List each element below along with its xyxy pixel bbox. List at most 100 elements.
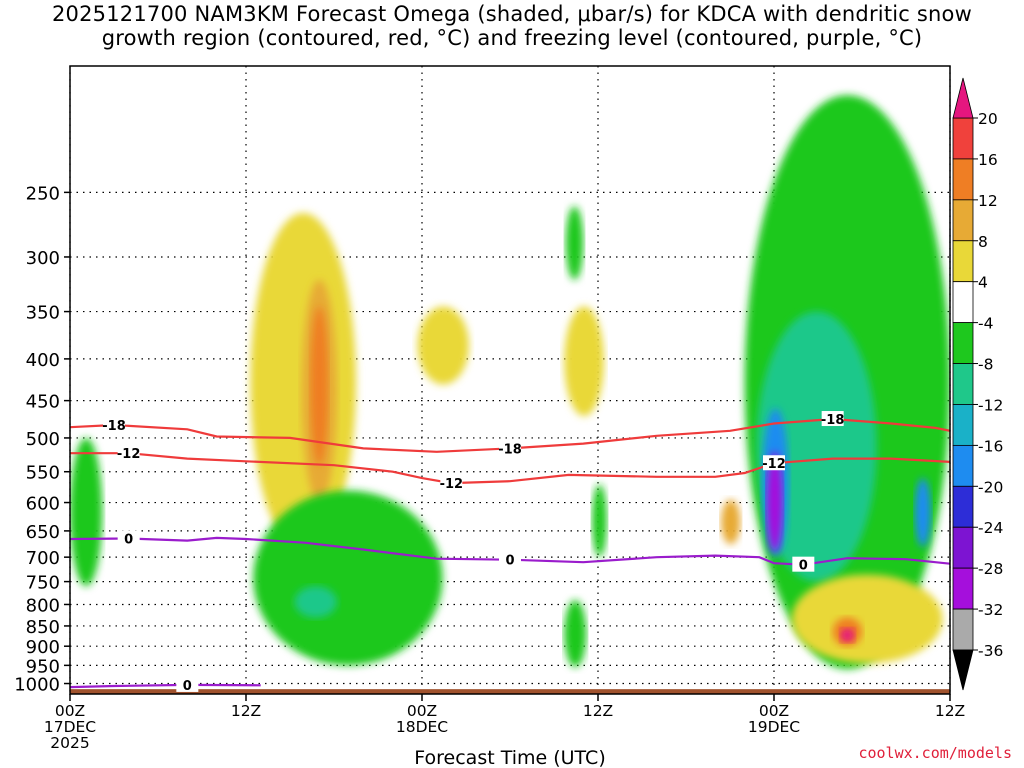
freezing-level-contour-label-bg bbox=[792, 556, 815, 572]
colorbar-bin bbox=[952, 158, 974, 201]
colorbar-top-arrow bbox=[952, 77, 974, 119]
terrain bbox=[70, 689, 950, 694]
omega-region bbox=[721, 499, 741, 545]
y-axis: 2503003504004505005506006507007508008509… bbox=[14, 183, 70, 696]
colorbar-label: 8 bbox=[978, 233, 988, 251]
colorbar-bin bbox=[952, 608, 974, 651]
y-tick-label: 750 bbox=[26, 573, 60, 594]
colorbar-bin bbox=[952, 404, 974, 446]
colorbar-label: -4 bbox=[978, 315, 993, 333]
omega-region bbox=[70, 437, 103, 587]
freezing-level-contour-label: 0 bbox=[799, 559, 808, 574]
x-tick-label: 12Z bbox=[583, 702, 613, 720]
omega-region bbox=[294, 586, 337, 618]
colorbar-label: -24 bbox=[978, 519, 1003, 537]
omega-region bbox=[564, 600, 587, 668]
y-tick-label: 500 bbox=[26, 429, 60, 450]
freezing-level-contour-label-bg bbox=[176, 676, 199, 692]
y-tick-label: 450 bbox=[26, 392, 60, 413]
y-tick-label: 550 bbox=[26, 463, 60, 484]
colorbar-bin bbox=[952, 240, 974, 283]
dgz-contour-label: -18 bbox=[102, 419, 126, 434]
colorbar-label: -32 bbox=[978, 601, 1003, 619]
freezing-level-contour-label-bg bbox=[499, 551, 521, 567]
x-axis-label: Forecast Time (UTC) bbox=[414, 747, 605, 768]
dgz-contour-line bbox=[70, 417, 950, 453]
x-tick-label: 00Z bbox=[55, 702, 85, 720]
x-tick-label: 00Z bbox=[759, 702, 789, 720]
x-tick-label: 17DEC bbox=[44, 718, 96, 736]
freezing-level-contour-label: 0 bbox=[183, 679, 192, 694]
omega-region bbox=[310, 306, 329, 466]
y-tick-label: 950 bbox=[26, 656, 60, 677]
colorbar-label: -12 bbox=[978, 396, 1003, 414]
title-line-1: 2025121700 NAM3KM Forecast Omega (shaded… bbox=[52, 2, 972, 26]
chart-title: 2025121700 NAM3KM Forecast Omega (shaded… bbox=[0, 2, 1024, 50]
colorbar-bin bbox=[952, 526, 974, 569]
colorbar-label: -20 bbox=[978, 478, 1003, 496]
dgz-contour-label-bg bbox=[103, 416, 125, 432]
dgz-contour-line bbox=[70, 452, 950, 485]
colorbar-bin bbox=[952, 363, 974, 405]
y-tick-label: 350 bbox=[26, 303, 60, 324]
colorbar-label: 20 bbox=[978, 110, 998, 128]
colorbar-label: 4 bbox=[978, 274, 988, 292]
omega-region bbox=[417, 306, 469, 385]
plot-border bbox=[69, 65, 951, 695]
plot-frame bbox=[69, 65, 951, 695]
colorbar-bin bbox=[952, 117, 974, 160]
omega-region bbox=[766, 451, 783, 553]
colorbar-bin bbox=[952, 567, 974, 610]
dgz-contour-label-bg bbox=[440, 475, 463, 491]
omega-region bbox=[564, 306, 604, 417]
omega-shading bbox=[70, 95, 950, 670]
colorbar-label: -36 bbox=[978, 642, 1003, 660]
colorbar-label: -16 bbox=[978, 437, 1003, 455]
credit-link[interactable]: coolwx.com/models bbox=[858, 744, 1012, 762]
colorbar-bottom-arrow bbox=[952, 649, 974, 691]
colorbar-label: -8 bbox=[978, 356, 993, 374]
dgz-contour-label-bg bbox=[821, 411, 844, 427]
x-tick-label: 18DEC bbox=[396, 718, 448, 736]
colorbar: 20 16 12 8 4 -4 -8 -12 -16 -20 -24 -28 -32 -36 bbox=[952, 77, 1003, 691]
contours: -18 -18 -18 -12 -12 -12 0 0 0 0 bbox=[70, 411, 950, 694]
dgz-contour-label: -12 bbox=[117, 447, 141, 462]
y-tick-label: 1000 bbox=[14, 675, 60, 696]
y-tick-label: 650 bbox=[26, 522, 60, 543]
colorbar-bin bbox=[952, 199, 974, 242]
freezing-level-contour-line bbox=[70, 683, 261, 689]
y-tick-label: 600 bbox=[26, 494, 60, 515]
dgz-contour-label: -12 bbox=[440, 477, 464, 492]
freezing-level-contour-label: 0 bbox=[124, 532, 133, 547]
colorbar-label: -28 bbox=[978, 560, 1003, 578]
y-tick-label: 850 bbox=[26, 617, 60, 638]
dgz-contour-label: -12 bbox=[762, 457, 786, 472]
freezing-level-contour-label: 0 bbox=[505, 554, 514, 569]
colorbar-label: 16 bbox=[978, 151, 998, 169]
x-tick-label: 2025 bbox=[50, 734, 89, 752]
colorbar-label: 12 bbox=[978, 192, 998, 210]
y-tick-label: 800 bbox=[26, 595, 60, 616]
colorbar-bin bbox=[952, 485, 974, 528]
terrain-fill bbox=[70, 689, 950, 694]
omega-region bbox=[565, 206, 584, 280]
x-tick-label: 12Z bbox=[935, 702, 965, 720]
dgz-contour-label-bg bbox=[499, 440, 521, 456]
y-tick-label: 250 bbox=[26, 183, 60, 204]
colorbar-bin bbox=[952, 281, 974, 324]
omega-region bbox=[791, 574, 943, 664]
y-tick-label: 300 bbox=[26, 248, 60, 269]
colorbar-bin bbox=[952, 444, 974, 487]
y-tick-label: 900 bbox=[26, 637, 60, 658]
x-tick-label: 19DEC bbox=[748, 718, 800, 736]
dgz-contour-label: -18 bbox=[498, 442, 522, 457]
colorbar-bin bbox=[952, 322, 974, 364]
omega-region bbox=[592, 484, 607, 558]
dgz-contour-label-bg bbox=[117, 445, 140, 461]
omega-region bbox=[253, 490, 443, 666]
dgz-contour-label-bg bbox=[763, 455, 785, 471]
y-tick-label: 700 bbox=[26, 548, 60, 569]
dgz-contour-label: -18 bbox=[821, 413, 845, 428]
omega-region bbox=[840, 628, 855, 643]
